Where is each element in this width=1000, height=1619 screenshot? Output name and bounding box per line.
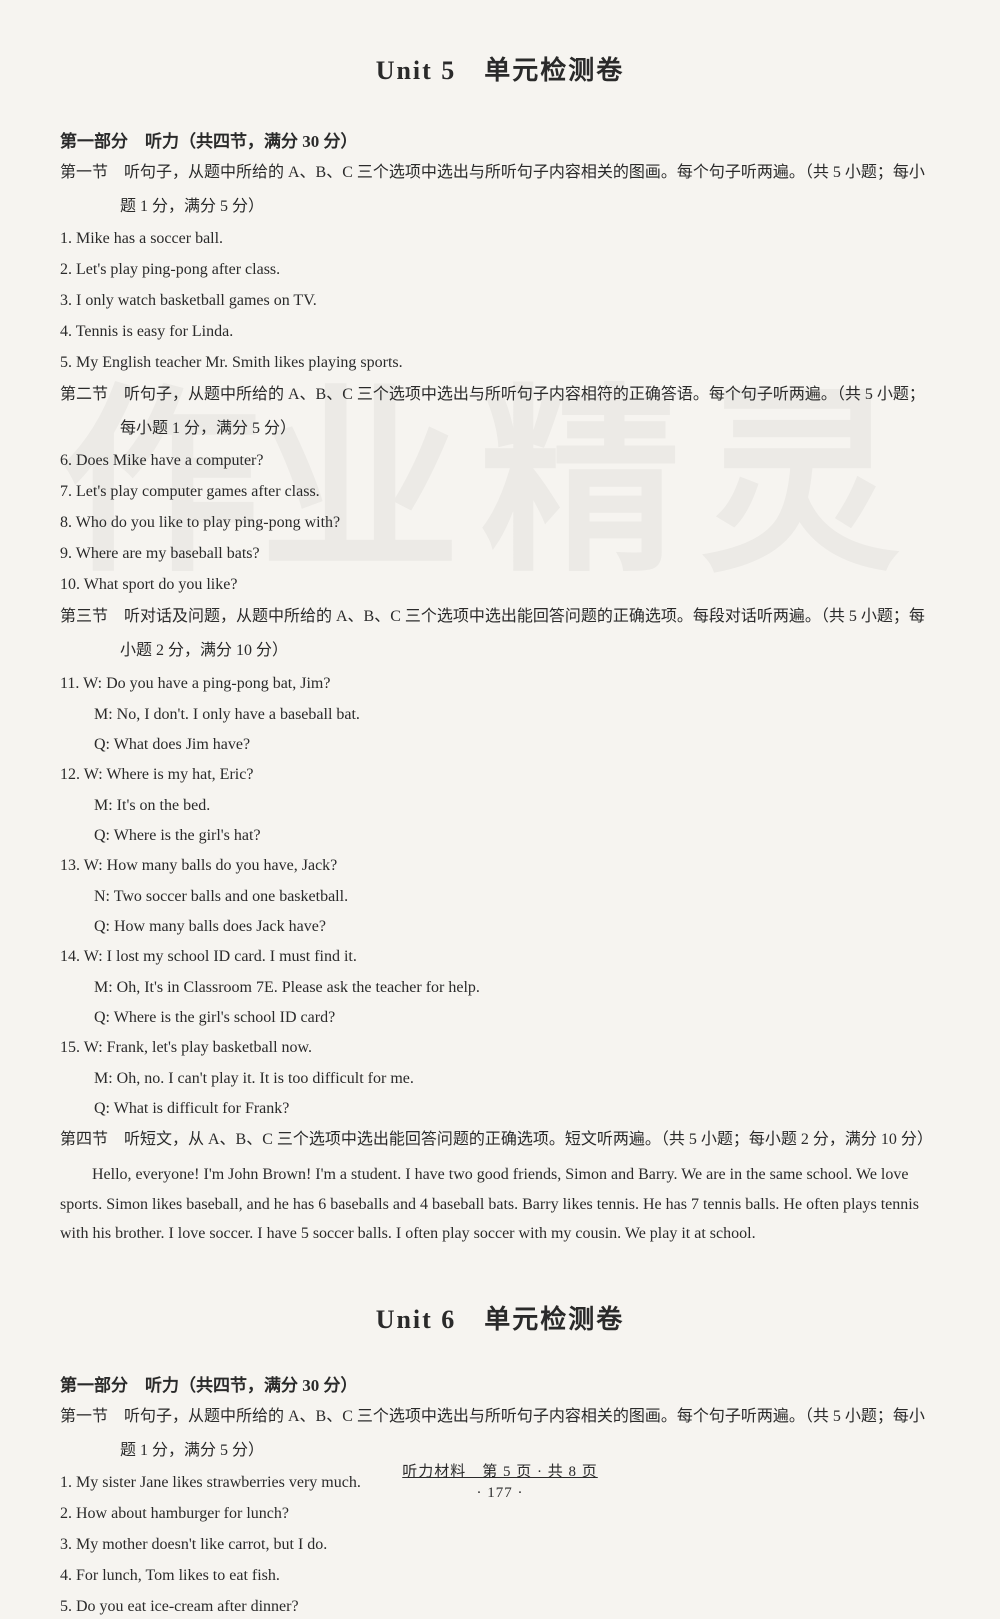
list-item: 7. Let's play computer games after class… bbox=[60, 480, 940, 504]
list-item: 3. I only watch basketball games on TV. bbox=[60, 289, 940, 313]
sec3-intro-cont: 小题 2 分，满分 10 分） bbox=[60, 638, 940, 664]
dialogue-line: M: No, I don't. I only have a baseball b… bbox=[60, 703, 940, 727]
dialogue-first-line: 15. W: Frank, let's play basketball now. bbox=[60, 1036, 940, 1060]
sec4-intro: 第四节 听短文，从 A、B、C 三个选项中选出能回答问题的正确选项。短文听两遍。… bbox=[60, 1127, 940, 1153]
u6-sec1-intro-cont: 题 1 分，满分 5 分） bbox=[60, 1438, 940, 1464]
dialogue-first-line: 13. W: How many balls do you have, Jack? bbox=[60, 854, 940, 878]
list-item: 6. Does Mike have a computer? bbox=[60, 449, 940, 473]
list-item: 2. How about hamburger for lunch? bbox=[60, 1502, 940, 1526]
dialogue-line: Q: Where is the girl's hat? bbox=[60, 824, 940, 848]
list-item: 1. Mike has a soccer ball. bbox=[60, 227, 940, 251]
sec4-paragraph: Hello, everyone! I'm John Brown! I'm a s… bbox=[60, 1160, 940, 1249]
dialogue-first-line: 12. W: Where is my hat, Eric? bbox=[60, 763, 940, 787]
dialogue-line: N: Two soccer balls and one basketball. bbox=[60, 885, 940, 909]
unit6-title: Unit 6 单元检测卷 bbox=[60, 1299, 940, 1336]
list-item: 5. Do you eat ice-cream after dinner? bbox=[60, 1595, 940, 1619]
unit5-title: Unit 5 单元检测卷 bbox=[60, 50, 940, 87]
list-item: 4. For lunch, Tom likes to eat fish. bbox=[60, 1564, 940, 1588]
part1-header: 第一部分 听力（共四节，满分 30 分） bbox=[60, 127, 940, 152]
dialogue-line: M: It's on the bed. bbox=[60, 794, 940, 818]
dialogue-line: Q: What is difficult for Frank? bbox=[60, 1097, 940, 1121]
sec2-intro: 第二节 听句子，从题中所给的 A、B、C 三个选项中选出与所听句子内容相符的正确… bbox=[60, 382, 940, 408]
dialogue-first-line: 14. W: I lost my school ID card. I must … bbox=[60, 945, 940, 969]
sec3-intro: 第三节 听对话及问题，从题中所给的 A、B、C 三个选项中选出能回答问题的正确选… bbox=[60, 604, 940, 630]
list-item: 2. Let's play ping-pong after class. bbox=[60, 258, 940, 282]
list-item: 1. My sister Jane likes strawberries ver… bbox=[60, 1471, 940, 1495]
dialogue-line: M: Oh, It's in Classroom 7E. Please ask … bbox=[60, 976, 940, 1000]
list-item: 3. My mother doesn't like carrot, but I … bbox=[60, 1533, 940, 1557]
sec1-intro: 第一节 听句子，从题中所给的 A、B、C 三个选项中选出与所听句子内容相关的图画… bbox=[60, 160, 940, 186]
list-item: 5. My English teacher Mr. Smith likes pl… bbox=[60, 351, 940, 375]
list-item: 8. Who do you like to play ping-pong wit… bbox=[60, 511, 940, 535]
dialogue-first-line: 11. W: Do you have a ping-pong bat, Jim? bbox=[60, 672, 940, 696]
list-item: 10. What sport do you like? bbox=[60, 573, 940, 597]
page-content: Unit 5 单元检测卷 第一部分 听力（共四节，满分 30 分） 第一节 听句… bbox=[60, 50, 940, 1619]
dialogue-line: M: Oh, no. I can't play it. It is too di… bbox=[60, 1067, 940, 1091]
dialogue-line: Q: How many balls does Jack have? bbox=[60, 915, 940, 939]
u6-sec1-intro: 第一节 听句子，从题中所给的 A、B、C 三个选项中选出与所听句子内容相关的图画… bbox=[60, 1404, 940, 1430]
sec1-intro-cont: 题 1 分，满分 5 分） bbox=[60, 194, 940, 220]
list-item: 4. Tennis is easy for Linda. bbox=[60, 320, 940, 344]
dialogue-line: Q: What does Jim have? bbox=[60, 733, 940, 757]
list-item: 9. Where are my baseball bats? bbox=[60, 542, 940, 566]
u6-part1-header: 第一部分 听力（共四节，满分 30 分） bbox=[60, 1371, 940, 1396]
sec2-intro-cont: 每小题 1 分，满分 5 分） bbox=[60, 416, 940, 442]
dialogue-line: Q: Where is the girl's school ID card? bbox=[60, 1006, 940, 1030]
